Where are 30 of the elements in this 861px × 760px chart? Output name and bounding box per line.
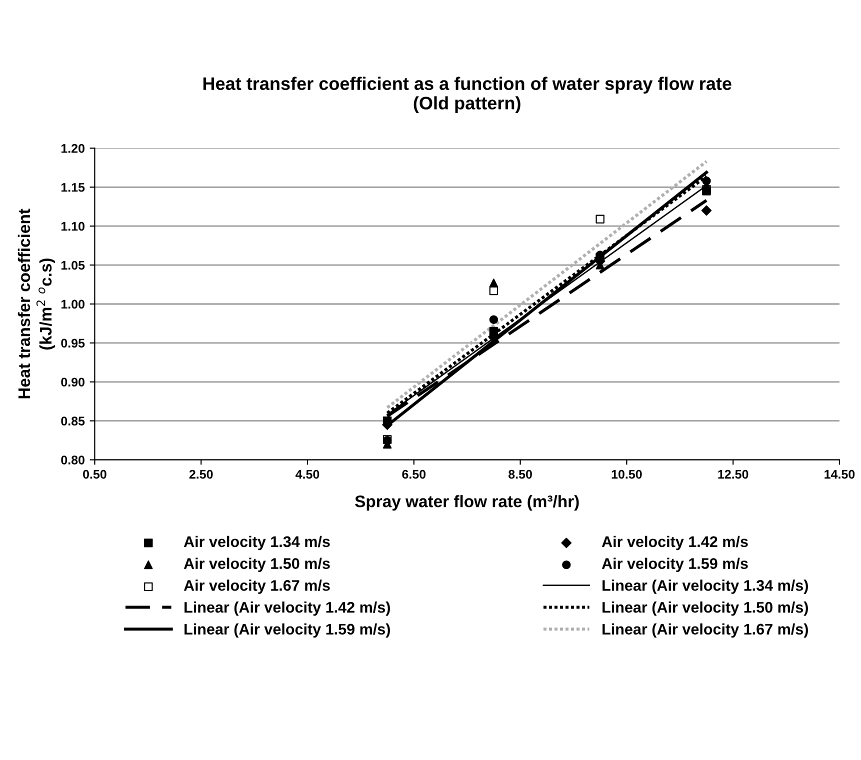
x-tick-label: 2.50 (189, 470, 213, 479)
x-tick-label: 14.50 (824, 470, 855, 479)
y-tick-label: 0.80 (61, 456, 84, 464)
legend-label: Linear (Air velocity 1.67 m/s) (602, 623, 808, 638)
y-tick-label: 1.05 (61, 260, 85, 270)
y-tick-label: 0.90 (61, 378, 84, 387)
y-tick-label: 1.10 (61, 222, 84, 231)
legend-label: Air velocity 1.67 m/s (184, 580, 330, 594)
legend-label: Air velocity 1.50 m/s (184, 558, 330, 572)
x-tick-label: 4.50 (296, 470, 320, 479)
x-tick-label: 8.50 (508, 470, 532, 479)
legend-label: Linear (Air velocity 1.34 m/s) (602, 580, 808, 594)
y-tick-label: 1.20 (61, 144, 84, 153)
chart-title: Heat transfer coefficient as a function of water spray flow rate (Old pattern) (203, 76, 732, 114)
y-tick-label: 0.85 (61, 416, 85, 426)
y-axis-title: Heat transfer coefficient (kJ/m$^{2 o}$c.s) (18, 208, 55, 398)
legend-label: Air velocity 1.34 m/s (184, 536, 330, 550)
legend-label: Linear (Air velocity 1.50 m/s) (602, 602, 808, 616)
legend-label: Linear (Air velocity 1.42 m/s) (184, 602, 390, 616)
y-tick-label: 1.00 (61, 300, 84, 309)
x-tick-label: 12.50 (718, 470, 748, 479)
x-tick-label: 10.50 (612, 470, 642, 479)
legend-label: Air velocity 1.59 m/s (602, 558, 748, 572)
y-tick-label: 1.15 (61, 183, 85, 192)
x-axis-title: Spray water flow rate (m³/hr) (355, 495, 579, 511)
legend-label: Linear (Air velocity 1.59 m/s) (184, 623, 390, 638)
legend-label: Air velocity 1.42 m/s (602, 536, 748, 550)
y-tick-label: 0.95 (61, 338, 85, 348)
x-tick-label: 0.50 (83, 470, 106, 479)
x-tick-label: 6.50 (402, 470, 426, 479)
